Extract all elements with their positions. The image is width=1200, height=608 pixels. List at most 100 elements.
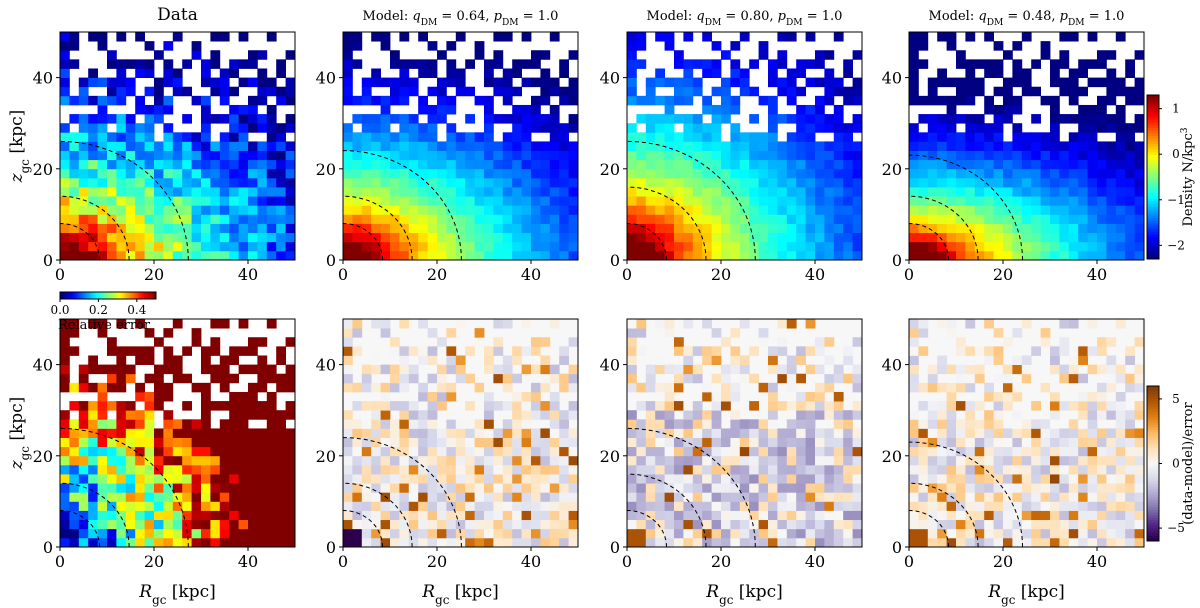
heatmap-cell [399,86,410,97]
heatmap-cell [1059,168,1070,179]
heatmap-cell [674,510,684,521]
heatmap-cell [107,141,117,151]
heatmap-cell [549,86,560,97]
heatmap-cell [824,492,835,502]
heatmap-cell [937,410,947,420]
heatmap-cell [1078,428,1088,438]
heatmap-cell [815,159,825,170]
heatmap-cell [210,464,221,475]
heatmap-cell [1021,437,1032,448]
heatmap-cell [984,159,994,170]
heatmap-cell [257,528,268,539]
heatmap-cell [201,114,211,124]
heatmap-cell [692,123,703,133]
heatmap-cell [1059,214,1070,224]
heatmap-cell [692,455,703,466]
heatmap-cell [1012,437,1023,448]
colorbar-step [1147,468,1159,472]
heatmap-cell [107,223,117,234]
heatmap-cell [248,59,258,69]
heatmap-cell [852,483,863,493]
heatmap-cell [777,32,788,42]
heatmap-cell [1134,437,1145,448]
heatmap-cell [664,519,675,530]
heatmap-cell [521,232,532,243]
heatmap-cell [135,150,145,161]
heatmap-cell [1106,428,1117,438]
heatmap-cell [521,132,532,142]
heatmap-cell [692,528,703,539]
heatmap-cell [549,391,560,402]
heatmap-cell [559,455,569,466]
heatmap-cell [285,86,296,97]
x-tick-label: 20 [993,552,1013,571]
heatmap-cell [343,77,353,88]
heatmap-cell [692,177,703,188]
heatmap-cell [531,104,541,115]
colorbar-step [1147,481,1159,485]
x-axis-label: Rgc [kpc] [421,582,498,607]
heatmap-cell [437,501,447,511]
heatmap-cell [276,68,286,78]
heatmap-cell [116,32,127,42]
heatmap-cell [1087,159,1098,170]
heatmap-cell [1050,77,1060,88]
heatmap-cell [399,510,410,521]
heatmap-cell [909,346,919,356]
heatmap-cell [248,410,258,420]
heatmap-cell [1087,464,1098,475]
heatmap-cell [974,177,985,188]
heatmap-cell [437,382,447,393]
heatmap-cell [993,464,1004,475]
heatmap-cell [69,528,80,539]
heatmap-cell [390,223,400,234]
heatmap-cell [711,68,722,78]
heatmap-cell [1087,123,1098,133]
heatmap-cell [777,364,788,375]
heatmap-cell [843,492,853,502]
heatmap-cell [182,446,192,457]
heatmap-cell [768,141,778,151]
heatmap-cell [636,519,647,530]
heatmap-cell [540,528,551,539]
heatmap-cell [1097,519,1107,530]
heatmap-cell [512,177,522,188]
heatmap-cell [238,346,249,356]
heatmap-cell [154,177,164,188]
heatmap-cell [484,250,494,261]
heatmap-cell [276,483,286,493]
heatmap-cell [721,455,731,466]
heatmap-cell [60,510,70,521]
panel-frame [342,318,579,548]
heatmap-cell [702,241,712,252]
heatmap-cell [702,537,712,548]
heatmap-cell [937,123,947,133]
heatmap-cell [909,437,919,448]
heatmap-cell [974,196,985,206]
heatmap-cell [1097,59,1107,69]
heatmap-cell [1106,223,1117,234]
heatmap-cell [758,464,769,475]
heatmap-cell [1040,464,1051,475]
heatmap-cell [154,159,164,170]
heatmap-cell [144,132,155,142]
heatmap-cell [484,419,494,429]
heatmap-cell [1040,446,1051,457]
heatmap-cell [749,250,759,261]
heatmap-cell [390,528,400,539]
heatmap-cell [711,168,722,179]
heatmap-cell [636,214,647,224]
heatmap-cell [343,492,353,502]
heatmap-cell [645,474,656,484]
heatmap-cell [1097,114,1107,124]
heatmap-cell [399,168,410,179]
heatmap-cell [60,437,70,448]
heatmap-cell [805,492,816,502]
heatmap-cell [721,250,731,261]
heatmap-cell [1125,150,1135,161]
heatmap-cell [1012,419,1023,429]
heatmap-cell [97,501,108,511]
heatmap-cell [248,223,258,234]
